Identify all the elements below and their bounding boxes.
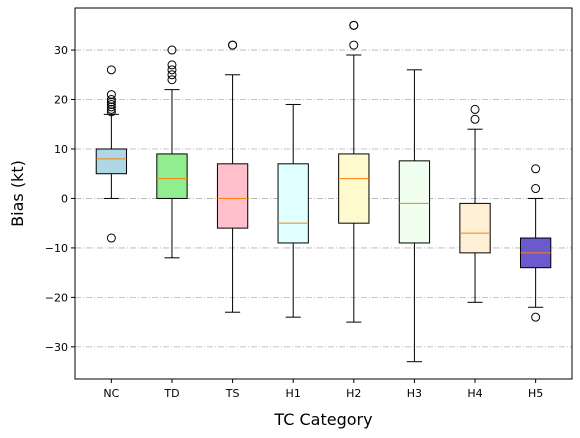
box-series <box>95 20 552 363</box>
x-tick-label: H4 <box>467 387 482 400</box>
outlier-point <box>531 312 541 322</box>
outlier-point <box>531 164 541 174</box>
box-h2 <box>338 153 370 224</box>
outlier-point <box>167 45 177 55</box>
box-td <box>156 153 188 199</box>
x-tick-label: H1 <box>286 387 301 400</box>
x-tick-label: H2 <box>346 387 361 400</box>
y-tick-label: 20 <box>54 94 68 107</box>
outlier-point <box>167 70 177 80</box>
x-tick-label: H3 <box>407 387 422 400</box>
outlier-point <box>106 65 116 75</box>
y-tick-label: −30 <box>45 341 68 354</box>
outlier-point <box>106 90 116 100</box>
outlier-point <box>167 60 177 70</box>
outlier-point <box>106 97 116 107</box>
x-tick-label: H5 <box>528 387 543 400</box>
box-h1 <box>277 163 309 244</box>
y-axis: −30 −20 −10 0 10 20 30 <box>45 44 75 354</box>
y-tick-label: 10 <box>54 143 68 156</box>
x-axis: NC TD TS H1 H2 H3 H4 H5 <box>103 379 543 400</box>
outlier-point <box>531 184 541 194</box>
outlier-point <box>470 104 480 114</box>
x-tick-label: TS <box>225 387 240 400</box>
outlier-point <box>106 107 116 117</box>
grid-lines <box>75 49 572 348</box>
outlier-point <box>228 40 238 50</box>
y-tick-label: 30 <box>54 44 68 57</box>
outlier-point <box>349 20 359 30</box>
outlier-point <box>106 102 116 112</box>
outlier-point <box>349 40 359 50</box>
y-tick-label: 0 <box>61 192 68 205</box>
box-nc <box>95 148 128 175</box>
box-h3 <box>398 160 431 244</box>
outlier-point <box>167 75 177 85</box>
y-tick-label: −10 <box>45 242 68 255</box>
box-h4 <box>459 202 491 254</box>
x-tick-label: NC <box>103 387 119 400</box>
y-tick-label: −20 <box>45 291 68 304</box>
outlier-point <box>167 65 177 75</box>
y-axis-label: Bias (kt) <box>8 160 27 227</box>
outlier-point <box>470 114 480 124</box>
x-axis-label: TC Category <box>273 410 372 429</box>
x-tick-label: TD <box>163 387 179 400</box>
box-ts <box>216 163 249 229</box>
outlier-point <box>106 99 116 109</box>
outlier-point <box>106 95 116 105</box>
outlier-point <box>106 104 116 114</box>
plot-frame <box>74 7 573 380</box>
outlier-point <box>106 233 116 243</box>
